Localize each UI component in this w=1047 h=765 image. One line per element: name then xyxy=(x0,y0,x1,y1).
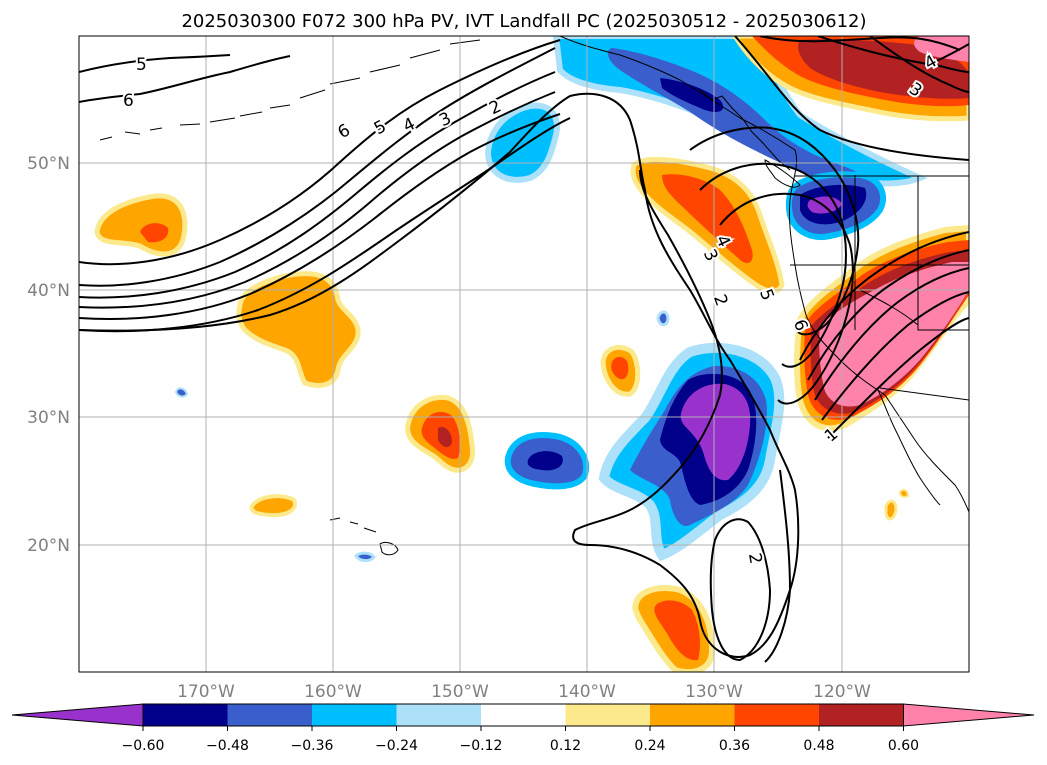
pv-contour-closed-2 xyxy=(709,518,772,662)
colorbar-swatch-1 xyxy=(143,704,228,726)
pv-label-2: 6 xyxy=(123,91,134,111)
ivt-shading xyxy=(94,36,969,672)
pv-contour-main xyxy=(79,92,800,658)
cb-label-2: −0.48 xyxy=(206,738,249,754)
colorbar-swatch-6 xyxy=(565,704,650,726)
colorbar-extend-right xyxy=(903,703,1035,727)
map-frame xyxy=(78,35,970,673)
border-states-3 xyxy=(917,176,969,331)
colorbar-swatch-4 xyxy=(396,704,481,726)
shade-purple-subtrop xyxy=(680,383,751,481)
colorbar-ticks xyxy=(142,726,904,731)
coast-north-america xyxy=(559,36,969,513)
shade-blue-dot-3 xyxy=(174,387,189,398)
colorbar-swatch-3 xyxy=(312,704,397,726)
lon-label-130: 130°W xyxy=(685,682,743,702)
pv-contour-g xyxy=(79,113,561,320)
shade-red-nw xyxy=(140,223,169,243)
chart-title: 2025030300 F072 300 hPa PV, IVT Landfall… xyxy=(181,11,866,32)
shade-orange-baja2 xyxy=(898,488,910,498)
shade-orange-165w xyxy=(249,494,297,518)
lon-label-160: 160°W xyxy=(304,682,362,702)
colorbar-swatch-2 xyxy=(227,704,312,726)
gridlines xyxy=(79,36,969,672)
lat-tick-labels: 50°N 40°N 30°N 20°N xyxy=(27,154,70,556)
colorbar-extend-left xyxy=(11,703,144,727)
cb-label-5: −0.12 xyxy=(460,738,503,754)
lon-label-120: 120°W xyxy=(813,682,871,702)
shade-navy-145w xyxy=(527,451,563,471)
shade-red-or xyxy=(662,174,753,264)
pv-contour-ridge-3 xyxy=(719,192,854,405)
shade-pink-ca xyxy=(819,262,969,407)
cb-label-1: −0.60 xyxy=(122,738,165,754)
pv-contour-e xyxy=(79,71,556,299)
shade-navy-alaska xyxy=(660,78,724,112)
coast-vancouver xyxy=(764,159,801,188)
lon-label-150: 150°W xyxy=(431,682,489,702)
shade-orange-central xyxy=(236,271,361,388)
shade-red-137w xyxy=(611,356,629,380)
cb-label-4: −0.24 xyxy=(375,738,418,754)
pv-contour-south xyxy=(764,469,792,663)
pv-contour-c xyxy=(79,39,561,266)
shade-orange-baja xyxy=(884,499,898,521)
pv-label-1: 5 xyxy=(136,55,147,75)
coastlines xyxy=(99,36,969,556)
lon-label-170: 170°W xyxy=(177,682,235,702)
colorbar-swatch-8 xyxy=(734,704,819,726)
colorbar-swatch-5 xyxy=(481,704,566,726)
cb-label-3: −0.36 xyxy=(291,738,334,754)
coast-aleutians xyxy=(99,39,481,141)
shade-blue-dot-2 xyxy=(354,551,376,563)
shade-red-133w xyxy=(654,600,700,661)
lat-label-20: 20°N xyxy=(27,536,70,556)
lon-label-140: 140°W xyxy=(558,682,616,702)
cb-label-9: 0.48 xyxy=(803,738,834,754)
colorbar-outline xyxy=(142,703,904,727)
pv-contour-ridge-2 xyxy=(699,162,847,368)
pv-contour-b xyxy=(79,55,291,103)
cb-label-6: 0.12 xyxy=(550,738,581,754)
pv-contour-a xyxy=(79,54,231,73)
pv-contour-trough-4 xyxy=(821,291,969,421)
pv-contour-trough-5 xyxy=(827,317,969,439)
coast-bc xyxy=(699,89,791,171)
pv-contour-d xyxy=(79,47,556,287)
shade-lightblue-nwcoast xyxy=(484,102,560,183)
cb-label-10: 0.60 xyxy=(888,738,919,754)
colorbar: −0.60 −0.48 −0.36 −0.24 −0.12 0.12 0.24 … xyxy=(11,703,1035,754)
cb-label-7: 0.24 xyxy=(634,738,665,754)
shade-blue-dot-1 xyxy=(656,310,670,327)
map-area: 5 6 6 5 4 3 2 4 3 2 5 6 4 3 1 2 xyxy=(79,36,969,672)
lat-label-40: 40°N xyxy=(27,281,70,301)
pv-contours xyxy=(79,36,969,663)
pv-contour-ridge-north xyxy=(734,36,969,161)
lon-tick-labels: 170°W 160°W 150°W 140°W 130°W 120°W xyxy=(177,682,871,702)
pv-contour-north-3 xyxy=(869,36,969,93)
pv-contour-north-1 xyxy=(759,36,961,51)
coast-hawaii xyxy=(329,517,399,556)
cb-label-8: 0.36 xyxy=(719,738,750,754)
lat-label-30: 30°N xyxy=(27,408,70,428)
pv-contour-ne-east xyxy=(924,43,969,67)
pv-contour-trough-3 xyxy=(814,267,969,401)
coast-baja xyxy=(877,389,941,506)
lat-label-50: 50°N xyxy=(27,154,70,174)
shade-darkred-150w xyxy=(438,426,452,448)
colorbar-swatch-7 xyxy=(650,704,735,726)
pv-contour-f xyxy=(79,91,556,309)
pv-contour-trough-2 xyxy=(807,249,969,381)
shade-pink-ne xyxy=(914,36,969,62)
border-mexico xyxy=(879,387,969,401)
pv-contour-trough-1 xyxy=(799,231,969,361)
pv-contour-h xyxy=(79,117,571,333)
colorbar-swatch-9 xyxy=(819,704,904,726)
